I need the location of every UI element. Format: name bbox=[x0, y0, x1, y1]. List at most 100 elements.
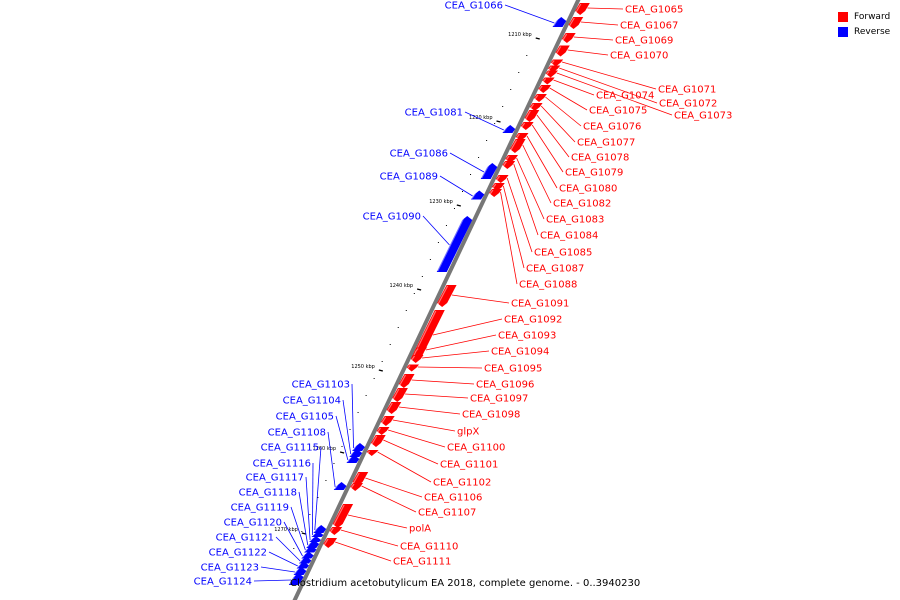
gene-label-cea-g1076[interactable]: CEA_G1076 bbox=[583, 122, 641, 133]
gene-feature[interactable] bbox=[370, 435, 386, 447]
gene-cea-g1098[interactable] bbox=[386, 402, 402, 414]
gene-label-glpx[interactable]: glpX bbox=[457, 427, 479, 438]
gene-cea-g1089[interactable] bbox=[470, 190, 485, 200]
gene-cea-g1084[interactable] bbox=[502, 161, 516, 169]
gene-label-cea-g1096[interactable]: CEA_G1096 bbox=[476, 380, 534, 391]
gene-cea-g1074[interactable] bbox=[542, 77, 555, 85]
gene-label-cea-g1116[interactable]: CEA_G1116 bbox=[253, 459, 311, 470]
gene-feature[interactable] bbox=[495, 175, 509, 183]
gene-label-cea-g1079[interactable]: CEA_G1079 bbox=[565, 168, 623, 179]
gene-pola[interactable] bbox=[332, 504, 354, 528]
gene-label-cea-g1097[interactable]: CEA_G1097 bbox=[470, 394, 528, 405]
gene-feature[interactable] bbox=[293, 567, 307, 575]
gene-cea-g1119[interactable] bbox=[304, 545, 317, 553]
gene-label-cea-g1122[interactable]: CEA_G1122 bbox=[209, 548, 267, 559]
gene-label-cea-g1075[interactable]: CEA_G1075 bbox=[589, 106, 647, 117]
gene-label-cea-g1080[interactable]: CEA_G1080 bbox=[559, 184, 617, 195]
gene-label-cea-g1095[interactable]: CEA_G1095 bbox=[484, 364, 542, 375]
gene-label-pola[interactable]: polA bbox=[409, 524, 431, 535]
gene-cea-g1104[interactable] bbox=[349, 449, 363, 457]
gene-feature[interactable] bbox=[538, 85, 552, 93]
gene-label-cea-g1065[interactable]: CEA_G1065 bbox=[625, 5, 683, 16]
gene-feature[interactable] bbox=[489, 189, 502, 197]
gene-feature[interactable] bbox=[406, 364, 420, 372]
gene-cea-g1091[interactable] bbox=[437, 285, 457, 307]
gene-label-cea-g1086[interactable]: CEA_G1086 bbox=[390, 149, 448, 160]
gene-cea-g1115[interactable] bbox=[313, 525, 327, 533]
gene-label-cea-g1083[interactable]: CEA_G1083 bbox=[546, 215, 604, 226]
gene-feature[interactable] bbox=[346, 455, 360, 463]
gene-cea-g1088[interactable] bbox=[489, 189, 502, 197]
gene-cea-g1075[interactable] bbox=[538, 85, 552, 93]
gene-feature[interactable] bbox=[542, 77, 555, 85]
gene-cea-g1094[interactable] bbox=[410, 355, 424, 363]
gene-feature[interactable] bbox=[306, 540, 320, 548]
gene-feature[interactable] bbox=[366, 450, 379, 456]
gene-cea-g1096[interactable] bbox=[398, 374, 415, 388]
gene-cea-g1124[interactable] bbox=[288, 573, 304, 585]
gene-cea-g1090[interactable] bbox=[436, 216, 473, 272]
gene-cea-g1108[interactable] bbox=[333, 482, 347, 490]
gene-label-cea-g1101[interactable]: CEA_G1101 bbox=[440, 460, 498, 471]
gene-feature[interactable] bbox=[332, 504, 354, 528]
gene-cea-g1085[interactable] bbox=[495, 175, 509, 183]
gene-feature[interactable] bbox=[380, 416, 395, 426]
gene-feature[interactable] bbox=[437, 285, 457, 307]
gene-label-cea-g1087[interactable]: CEA_G1087 bbox=[526, 264, 584, 275]
gene-label-cea-g1117[interactable]: CEA_G1117 bbox=[246, 473, 304, 484]
gene-cea-g1097[interactable] bbox=[392, 388, 408, 402]
gene-label-cea-g1102[interactable]: CEA_G1102 bbox=[433, 478, 491, 489]
gene-feature[interactable] bbox=[529, 103, 543, 111]
gene-cea-g1102[interactable] bbox=[366, 450, 379, 456]
gene-feature[interactable] bbox=[350, 483, 364, 491]
gene-label-cea-g1118[interactable]: CEA_G1118 bbox=[239, 488, 297, 499]
gene-feature[interactable] bbox=[520, 122, 534, 130]
gene-feature[interactable] bbox=[333, 482, 347, 490]
gene-label-cea-g1120[interactable]: CEA_G1120 bbox=[224, 518, 282, 529]
gene-feature[interactable] bbox=[323, 538, 338, 548]
gene-label-cea-g1098[interactable]: CEA_G1098 bbox=[462, 410, 520, 421]
gene-cea-g1066[interactable] bbox=[552, 17, 567, 27]
gene-feature[interactable] bbox=[436, 216, 473, 272]
gene-cea-g1086[interactable] bbox=[480, 163, 498, 179]
gene-feature[interactable] bbox=[534, 94, 547, 102]
gene-cea-g1077[interactable] bbox=[529, 103, 543, 111]
gene-feature[interactable] bbox=[561, 33, 576, 43]
gene-label-cea-g1124[interactable]: CEA_G1124 bbox=[194, 577, 252, 588]
gene-cea-g1093[interactable] bbox=[414, 347, 428, 355]
gene-cea-g1123[interactable] bbox=[293, 567, 307, 575]
gene-label-cea-g1071[interactable]: CEA_G1071 bbox=[658, 85, 716, 96]
gene-feature[interactable] bbox=[550, 59, 564, 67]
gene-feature[interactable] bbox=[349, 449, 363, 457]
gene-label-cea-g1121[interactable]: CEA_G1121 bbox=[216, 533, 274, 544]
gene-label-cea-g1094[interactable]: CEA_G1094 bbox=[491, 347, 549, 358]
gene-cea-g1095[interactable] bbox=[406, 364, 420, 372]
gene-glpx[interactable] bbox=[380, 416, 395, 426]
gene-label-cea-g1089[interactable]: CEA_G1089 bbox=[380, 172, 438, 183]
gene-feature[interactable] bbox=[524, 110, 540, 122]
gene-label-cea-g1108[interactable]: CEA_G1108 bbox=[268, 428, 326, 439]
gene-feature[interactable] bbox=[575, 3, 590, 15]
gene-label-cea-g1070[interactable]: CEA_G1070 bbox=[610, 51, 668, 62]
gene-label-cea-g1069[interactable]: CEA_G1069 bbox=[615, 36, 673, 47]
gene-label-cea-g1105[interactable]: CEA_G1105 bbox=[276, 412, 334, 423]
gene-cea-g1078[interactable] bbox=[524, 110, 540, 122]
gene-feature[interactable] bbox=[313, 525, 327, 533]
gene-label-cea-g1067[interactable]: CEA_G1067 bbox=[620, 21, 678, 32]
gene-label-cea-g1081[interactable]: CEA_G1081 bbox=[405, 108, 463, 119]
gene-feature[interactable] bbox=[470, 190, 485, 200]
gene-cea-g1118[interactable] bbox=[306, 540, 320, 548]
gene-cea-g1100[interactable] bbox=[376, 427, 390, 435]
gene-cea-g1071[interactable] bbox=[550, 59, 564, 67]
gene-label-cea-g1111[interactable]: CEA_G1111 bbox=[393, 557, 451, 568]
gene-label-cea-g1085[interactable]: CEA_G1085 bbox=[534, 248, 592, 259]
gene-cea-g1065[interactable] bbox=[575, 3, 590, 15]
gene-label-cea-g1123[interactable]: CEA_G1123 bbox=[201, 563, 259, 574]
gene-label-cea-g1074[interactable]: CEA_G1074 bbox=[596, 91, 654, 102]
gene-cea-g1105[interactable] bbox=[346, 455, 360, 463]
gene-feature[interactable] bbox=[502, 125, 516, 133]
gene-feature[interactable] bbox=[376, 427, 390, 435]
gene-feature[interactable] bbox=[555, 45, 570, 57]
gene-feature[interactable] bbox=[398, 374, 415, 388]
gene-feature[interactable] bbox=[309, 536, 322, 542]
